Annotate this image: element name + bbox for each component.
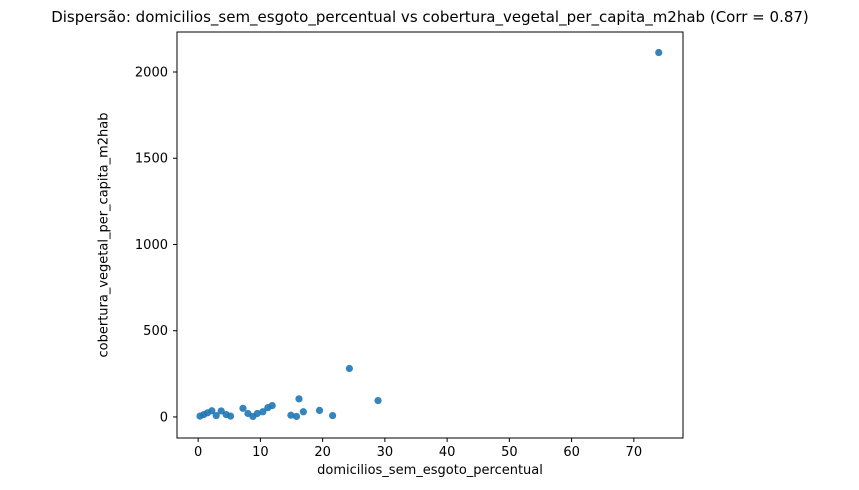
x-tick-label: 40: [439, 445, 456, 460]
scatter-point: [292, 412, 301, 421]
x-tick-label: 60: [563, 445, 580, 460]
scatter-point: [299, 408, 307, 416]
y-tick-label: 500: [143, 324, 168, 339]
x-tick-label: 20: [314, 445, 331, 460]
y-tick-label: 1000: [135, 238, 168, 253]
x-tick-label: 70: [626, 445, 643, 460]
x-tick-label: 30: [377, 445, 394, 460]
scatter-point: [212, 411, 220, 420]
scatter-point: [259, 408, 267, 416]
scatter-point: [328, 411, 337, 420]
scatter-point: [239, 404, 247, 412]
x-tick-label: 10: [252, 445, 269, 460]
x-tick-label: 50: [501, 445, 518, 460]
x-axis-label: domicilios_sem_esgoto_percentual: [317, 463, 543, 478]
scatter-point: [253, 409, 261, 418]
scatter-point: [268, 401, 276, 410]
scatter-point: [208, 407, 216, 415]
y-tick-label: 0: [160, 410, 168, 425]
y-tick-label: 1500: [135, 152, 168, 167]
scatter-point: [374, 396, 382, 405]
axes-frame: [176, 31, 684, 439]
scatter-point: [226, 412, 235, 420]
y-tick-label: 2000: [135, 66, 168, 81]
scatter-point: [655, 48, 663, 57]
scatter-point: [295, 395, 303, 403]
scatter-point: [217, 407, 225, 415]
scatter-point: [345, 364, 354, 373]
scatter-point: [287, 411, 295, 419]
scatter-point: [315, 406, 324, 415]
x-tick-label: 0: [194, 445, 202, 460]
chart-title: Dispersão: domicilios_sem_esgoto_percent…: [51, 8, 809, 26]
